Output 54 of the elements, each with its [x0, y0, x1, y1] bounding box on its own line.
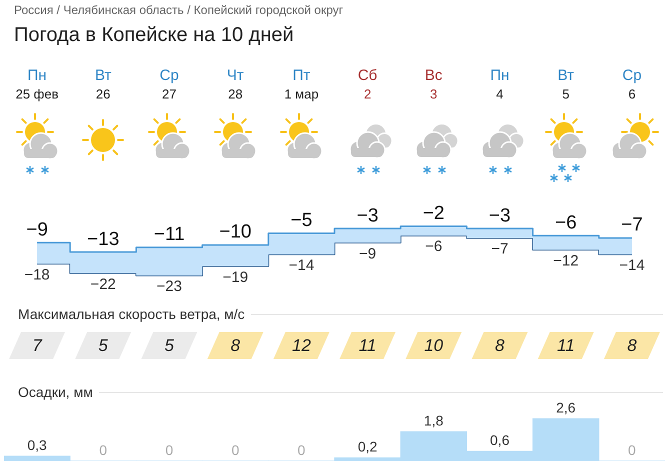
- data-label: 5: [98, 336, 108, 356]
- data-label: −9: [26, 219, 48, 240]
- data-label: −9: [358, 245, 376, 262]
- data-label: −6: [425, 238, 442, 256]
- x-tick-label: Ср 27: [160, 67, 179, 102]
- data-label: 2,6: [556, 399, 576, 416]
- data-label: −6: [555, 212, 577, 234]
- data-label: 0: [628, 442, 636, 458]
- x-tick-label: Чт 28: [226, 67, 244, 102]
- data-label: −13: [87, 228, 120, 250]
- x-tick-label: Вт 5: [558, 67, 574, 102]
- data-label: 10: [424, 336, 444, 356]
- data-label: 0: [165, 442, 174, 458]
- data-label: −5: [290, 210, 312, 231]
- data-label: −12: [553, 252, 579, 270]
- data-label: −22: [90, 276, 116, 293]
- text: Россия / Челябинская область / Копейский городской округ: [14, 3, 344, 17]
- data-label: 7: [32, 336, 42, 356]
- data-label: 1,8: [424, 412, 444, 428]
- data-label: 11: [358, 336, 376, 356]
- data-label: 0,6: [490, 432, 510, 448]
- data-label: −7: [491, 240, 508, 258]
- data-label: 5: [164, 336, 175, 356]
- data-label: −10: [219, 222, 252, 243]
- data-label: −3: [488, 205, 511, 226]
- data-label: −11: [154, 224, 185, 246]
- x-tick-label: Пн 25 фев: [16, 67, 59, 102]
- data-label: 11: [557, 336, 575, 356]
- data-label: −14: [288, 257, 314, 274]
- x-tick-label: Пн 4: [490, 67, 510, 102]
- x-tick-label: Вт 26: [94, 67, 112, 102]
- chart-title: Погода в Копейске на 10 дней: [14, 24, 294, 47]
- data-label: −23: [156, 278, 182, 296]
- data-label: −19: [222, 268, 248, 286]
- data-label: 8: [495, 336, 506, 356]
- data-label: 12: [292, 336, 312, 356]
- x-tick-label: Ср 6: [622, 67, 642, 102]
- data-label: −2: [422, 202, 444, 224]
- data-label: 0: [298, 442, 306, 458]
- data-label: −18: [24, 266, 50, 284]
- data-label: 0: [231, 442, 240, 458]
- data-label: −3: [356, 205, 378, 226]
- data-label: 0,2: [358, 438, 378, 455]
- data-label: 0: [99, 442, 108, 458]
- data-label: −7: [621, 214, 643, 236]
- x-tick-label: Вс 3: [424, 67, 443, 102]
- data-label: 8: [230, 336, 241, 356]
- x-tick-label: Пт 1 мар: [284, 67, 319, 102]
- data-label: 0,3: [27, 436, 47, 453]
- chart-title: Осадки, мм: [18, 384, 99, 400]
- data-label: 8: [627, 336, 638, 356]
- x-tick-label: Сб 2: [358, 67, 378, 102]
- text: Максимальная скорость ветра, м/с: [18, 306, 251, 322]
- data-label: −14: [619, 257, 645, 274]
